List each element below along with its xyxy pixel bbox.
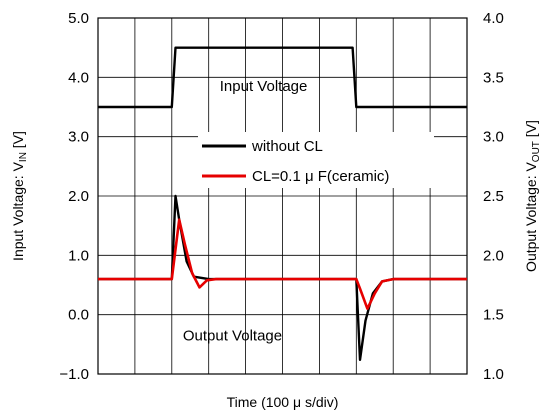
left-tick-label: 3.0 — [68, 129, 89, 146]
series-line-input-voltage — [98, 46, 467, 109]
grid-lines — [98, 18, 467, 374]
right-axis-label-unit: [V] — [523, 120, 539, 141]
left-axis-ticks: 5.0 4.0 3.0 2.0 1.0 0.0 −1.0 — [59, 10, 89, 383]
right-tick-label: 2.5 — [483, 188, 504, 205]
annotations: Input Voltage Output Voltage — [183, 78, 307, 344]
x-axis-label: Time (100 μ s/div) — [227, 394, 339, 410]
right-tick-label: 1.0 — [483, 366, 504, 383]
series-line-cl-0-1-f-ceramic — [98, 218, 467, 311]
left-tick-label: 2.0 — [68, 188, 89, 205]
right-tick-label: 1.5 — [483, 307, 504, 324]
right-axis-ticks: 4.0 3.5 3.0 2.5 2.0 1.5 1.0 — [483, 10, 504, 383]
left-tick-label: 5.0 — [68, 10, 89, 27]
right-axis-label-main: Output Voltage: V — [523, 162, 539, 272]
left-axis-label-sub: IN — [18, 152, 29, 162]
left-tick-label: 1.0 — [68, 247, 89, 264]
right-tick-label: 4.0 — [483, 10, 504, 27]
legend: without CL CL=0.1 μ F(ceramic) — [198, 132, 434, 188]
right-tick-label: 3.0 — [483, 129, 504, 146]
legend-label-without-cl: without CL — [251, 138, 323, 155]
legend-background — [198, 132, 434, 188]
plot-frame — [97, 17, 468, 375]
right-tick-label: 3.5 — [483, 69, 504, 86]
annotation-input-voltage: Input Voltage — [220, 78, 308, 95]
left-tick-label: −1.0 — [59, 366, 89, 383]
left-axis-label-main: Input Voltage: V — [10, 161, 26, 261]
legend-label-ceramic: CL=0.1 μ F(ceramic) — [252, 168, 389, 185]
left-axis-label-unit: [V] — [10, 131, 26, 152]
right-axis-label: Output Voltage: VOUT [V] — [523, 120, 542, 272]
left-tick-label: 4.0 — [68, 69, 89, 86]
left-axis-label: Input Voltage: VIN [V] — [10, 131, 29, 261]
series-layer — [98, 46, 467, 361]
right-axis-label-sub: OUT — [531, 141, 542, 162]
right-tick-label: 2.0 — [483, 247, 504, 264]
left-tick-label: 0.0 — [68, 307, 89, 324]
annotation-output-voltage: Output Voltage — [183, 327, 282, 344]
